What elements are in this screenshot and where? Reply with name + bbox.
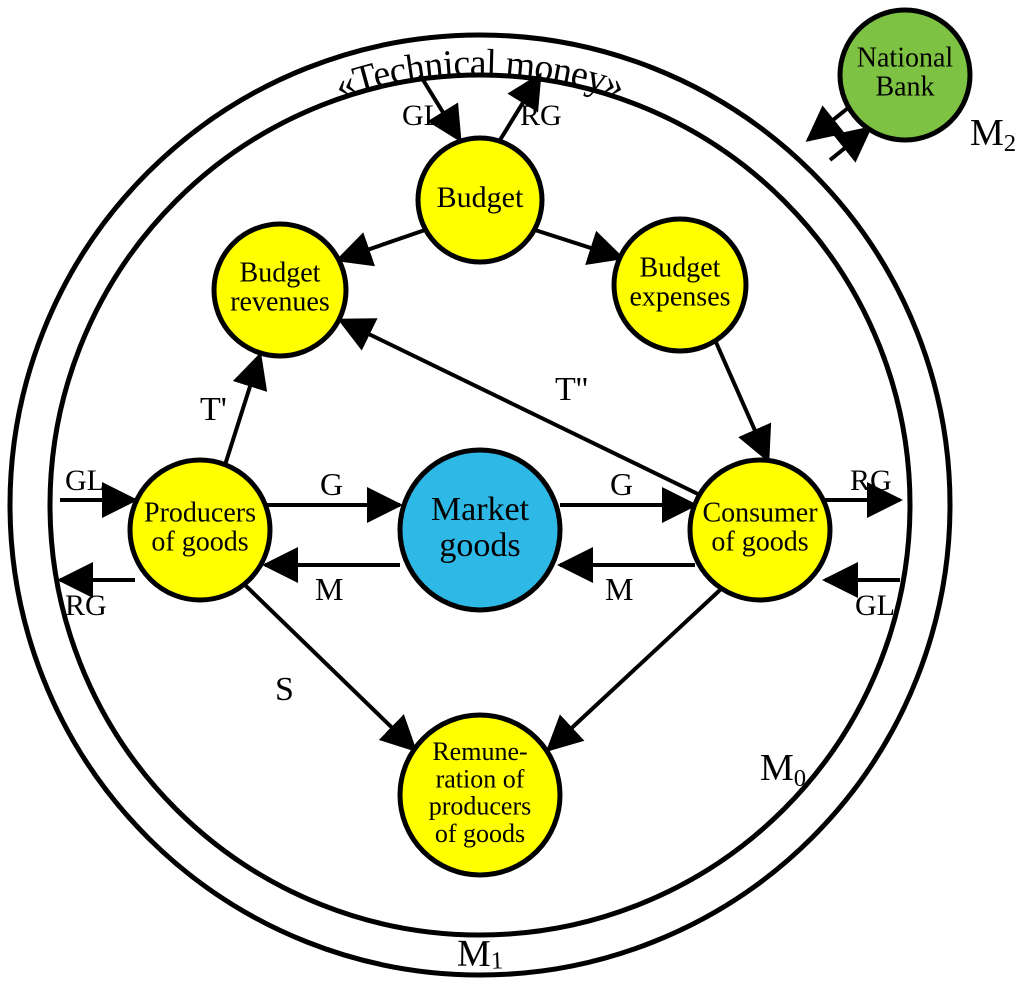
edge-label-m-cons-mkt: M	[605, 571, 633, 607]
edge-nb-in	[830, 128, 870, 160]
node-budget_expenses: Budgetexpenses	[614, 219, 746, 351]
economy-flow-diagram: «Technical money» M1 M0 M2 NationalBank B…	[0, 0, 1024, 984]
edge-cons-remun	[548, 590, 720, 750]
node-producers: Producersof goods	[130, 460, 270, 600]
m1-label: M1	[457, 932, 504, 974]
edge-label-rg-left-out: RG	[65, 589, 107, 622]
node-label-budget_revenues: Budgetrevenues	[230, 258, 330, 318]
edge-label-g-prod-mkt: G	[320, 466, 343, 502]
edge-prod-rev	[225, 355, 260, 465]
node-budget: Budget	[418, 138, 542, 262]
m2-label: M2	[970, 112, 1016, 157]
edge-label-gl-top: GL	[402, 99, 442, 132]
edge-label-prod-remun: S	[275, 671, 294, 708]
node-national_bank: NationalBank	[840, 10, 970, 140]
edge-label-g-mkt-cons: G	[610, 466, 633, 502]
edge-label-cons-rev: T''	[555, 371, 588, 408]
m0-label: M0	[760, 747, 806, 792]
edge-label-m-mkt-prod: M	[315, 571, 343, 607]
edge-nb-out	[808, 108, 848, 140]
edge-bud-exp	[535, 230, 622, 258]
node-remuneration: Remune-ration ofproducersof goods	[400, 715, 560, 875]
edge-bud-rev	[338, 230, 425, 260]
node-label-budget: Budget	[437, 181, 524, 214]
node-budget_revenues: Budgetrevenues	[214, 224, 346, 356]
node-consumer: Consumerof goods	[690, 460, 830, 600]
edge-label-prod-rev: T'	[200, 391, 227, 428]
edge-label-gl-left-in: GL	[65, 464, 105, 497]
node-label-producers: Producersof goods	[144, 498, 256, 558]
edge-label-gl-right-in: GL	[855, 589, 895, 622]
edge-label-rg-right-out: RG	[850, 464, 892, 497]
edge-exp-cons	[715, 340, 768, 460]
node-label-budget_expenses: Budgetexpenses	[629, 253, 730, 313]
node-label-market_goods: Marketgoods	[431, 491, 530, 564]
edge-label-rg-top: RG	[520, 99, 562, 132]
node-market_goods: Marketgoods	[400, 450, 560, 610]
node-label-consumer: Consumerof goods	[702, 498, 818, 558]
edge-prod-remun	[245, 585, 415, 750]
technical-money-label: «Technical money»	[330, 42, 631, 107]
node-label-remuneration: Remune-ration ofproducersof goods	[429, 737, 532, 848]
